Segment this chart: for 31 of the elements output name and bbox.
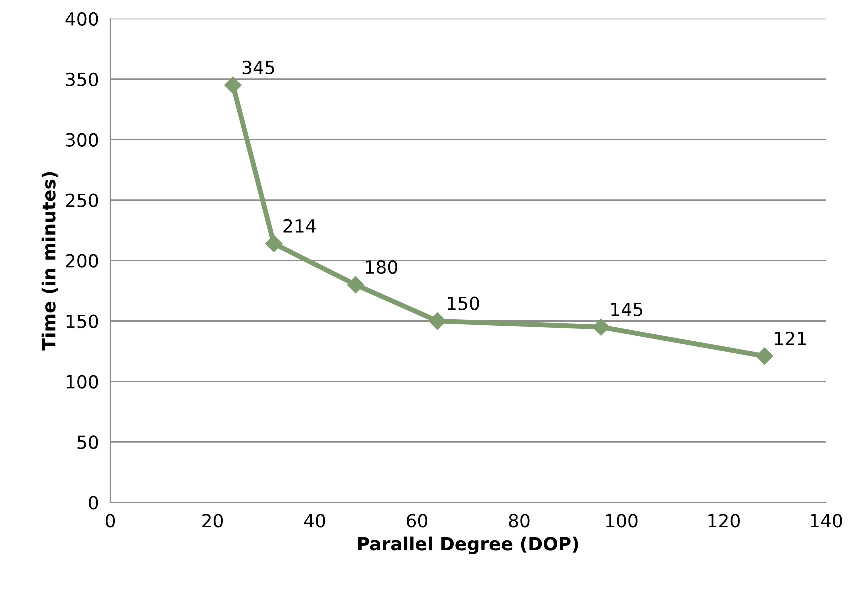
point: [756, 348, 774, 365]
point: [224, 76, 242, 94]
point: [266, 235, 283, 252]
data-label: 145: [612, 303, 642, 316]
x-tick-label: 0: [106, 514, 116, 528]
y-tick-label: 300: [66, 133, 98, 147]
x-axis-title: Parallel Degree (DOP): [358, 536, 578, 554]
y-tick-label: 350: [66, 72, 98, 86]
data-label: 180: [366, 260, 398, 274]
point: [429, 312, 446, 330]
y-tick-label: 0: [89, 496, 98, 510]
y-tick-label: 150: [66, 314, 98, 328]
y-tick-label: 400: [66, 12, 98, 26]
y-tick-label: 200: [66, 254, 98, 268]
y-axis-title: Time (in minutes): [42, 172, 58, 351]
x-tick-label: 20: [202, 514, 224, 528]
x-tick-label: 40: [304, 514, 326, 528]
point: [347, 276, 364, 294]
point: [592, 318, 610, 336]
y-tick-label: 50: [78, 436, 98, 450]
y-tick-label: 250: [66, 194, 98, 208]
data-label: 150: [448, 296, 480, 310]
x-tick-label: 80: [509, 514, 530, 528]
x-tick-label: 120: [708, 514, 740, 528]
x-tick-label: 60: [407, 514, 428, 528]
y-tick-label: 100: [66, 375, 98, 389]
data-label: 121: [775, 332, 806, 346]
x-tick-label: 140: [810, 514, 842, 528]
data-label: 214: [284, 219, 316, 233]
x-tick-label: 100: [606, 514, 638, 528]
data-label: 345: [242, 60, 274, 75]
